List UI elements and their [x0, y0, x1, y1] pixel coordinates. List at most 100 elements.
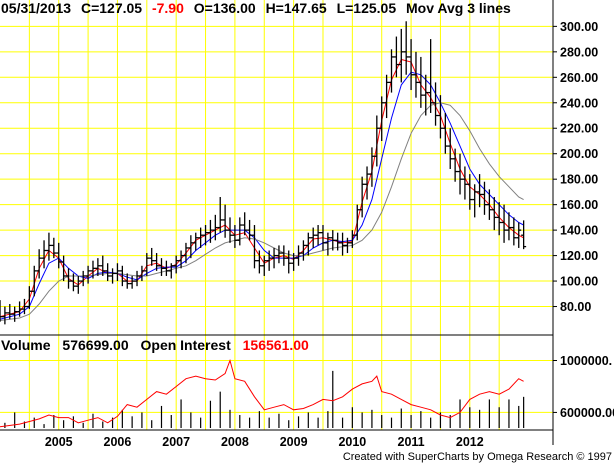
ohlc-bar: [0, 300, 3, 322]
ohlc-bars: [0, 21, 527, 325]
ohlc-bar: [134, 270, 140, 287]
ohlc-bar: [251, 225, 257, 269]
ohlc-bar: [418, 56, 424, 108]
ohlc-bar: [296, 245, 302, 266]
ohlc-bar: [31, 265, 37, 297]
ohlc-bar: [168, 263, 174, 279]
ohlc-bar: [139, 265, 145, 282]
ohlc-bar: [95, 258, 101, 276]
header-low: L=125.05: [337, 0, 397, 16]
ohlc-bar: [305, 232, 311, 256]
ohlc-bar: [281, 245, 287, 266]
open-interest-series: [0, 358, 524, 428]
ohlc-bar: [467, 174, 473, 210]
year-tick-label: 2006: [104, 435, 132, 449]
moving-average-3: [0, 102, 524, 321]
ohlc-bar: [266, 250, 272, 271]
ohlc-bar: [7, 303, 13, 320]
year-tick-label: 2011: [398, 435, 425, 449]
header-study: Mov Avg 3 lines: [406, 0, 511, 16]
ohlc-bar: [114, 263, 120, 282]
ohlc-bar: [310, 227, 316, 248]
header-high: H=147.65: [266, 0, 327, 16]
ohlc-bar: [325, 232, 331, 256]
volume-header: Volume 576699.00 Open Interest 156561.00: [1, 337, 309, 353]
ohlc-bar: [36, 249, 42, 279]
ohlc-bar: [408, 39, 414, 91]
ohlc-bar: [457, 153, 463, 195]
ohlc-bar: [17, 301, 23, 317]
price-tick-label: 80.00: [560, 300, 591, 314]
price-tick-label: 140.00: [560, 224, 598, 238]
price-tick-label: 260.00: [560, 71, 598, 85]
price-tick-label: 220.00: [560, 122, 598, 136]
ohlc-bar: [85, 265, 91, 284]
ohlc-bar: [447, 128, 453, 169]
price-header: 05/31/2013 C=127.05 -7.90 O=136.00 H=147…: [1, 0, 511, 16]
open-interest-line: [0, 358, 524, 428]
ohlc-bar: [374, 115, 380, 167]
price-axis-labels: 80.00 100.00 120.00 140.00 160.00 180.00 200.0…: [553, 20, 598, 314]
year-tick-label: 2010: [338, 435, 366, 449]
header-date: 05/31/2013: [1, 0, 71, 16]
ohlc-bar: [276, 245, 282, 264]
ohlc-bar: [178, 250, 184, 269]
ohlc-bar: [110, 268, 116, 284]
price-tick-label: 300.00: [560, 20, 598, 34]
ohlc-bar: [521, 220, 527, 250]
ohlc-bar: [437, 95, 443, 139]
year-axis-labels: 2005 2006 2007 2008 2009 2010 2011 2012: [45, 435, 484, 449]
ohlc-bar: [496, 202, 502, 236]
ohlc-bar: [41, 240, 47, 269]
ohlc-bar: [340, 232, 346, 256]
open-interest-label: Open Interest: [141, 337, 232, 353]
ohlc-bar: [403, 21, 409, 75]
ohlc-bar: [193, 232, 199, 251]
ohlc-bar: [335, 232, 341, 251]
ohlc-bar: [413, 51, 419, 98]
year-tick-label: 2005: [45, 435, 73, 449]
ohlc-bar: [256, 250, 262, 274]
ohlc-bar: [384, 74, 390, 119]
header-change: -7.90: [152, 0, 184, 16]
ohlc-bar: [300, 240, 306, 261]
ohlc-bar: [129, 275, 135, 289]
ohlc-bar: [486, 189, 492, 220]
ohlc-bar: [144, 253, 150, 276]
ohlc-bar: [379, 96, 385, 141]
header-close: C=127.05: [81, 0, 142, 16]
ohlc-bar: [354, 204, 360, 241]
volume-value: 576699.00: [62, 337, 128, 353]
ohlc-bar: [183, 242, 189, 264]
ohlc-bar: [2, 306, 8, 325]
ohlc-bar: [369, 147, 375, 187]
ohlc-bar: [286, 250, 292, 274]
ohlc-bar: [207, 219, 213, 243]
ohlc-bar: [80, 270, 86, 287]
ohlc-bar: [158, 258, 164, 276]
price-gridlines: [0, 0, 553, 430]
ohlc-bar: [393, 36, 399, 78]
ohlc-bar: [75, 275, 81, 294]
ohlc-bar: [247, 219, 253, 241]
ohlc-bar: [61, 255, 67, 282]
price-tick-label: 160.00: [560, 198, 598, 212]
ohlc-bar: [149, 247, 155, 266]
ohlc-bar: [349, 230, 355, 248]
ohlc-bar: [516, 222, 522, 248]
volume-axis-labels: 600000.00 1000000.: [553, 354, 614, 420]
ohlc-bar: [173, 255, 179, 274]
volume-label: Volume: [1, 337, 51, 353]
ohlc-bar: [203, 225, 209, 246]
open-interest-value: 156561.00: [243, 337, 309, 353]
ohlc-bar: [227, 217, 233, 243]
ohlc-bar: [477, 174, 483, 208]
ohlc-bar: [46, 232, 52, 261]
ohlc-bar: [389, 49, 395, 93]
volume-tick-label: 600000.00: [560, 406, 614, 420]
price-tick-label: 200.00: [560, 147, 598, 161]
ohlc-bar: [26, 286, 32, 310]
volume-bars: [4, 370, 525, 428]
